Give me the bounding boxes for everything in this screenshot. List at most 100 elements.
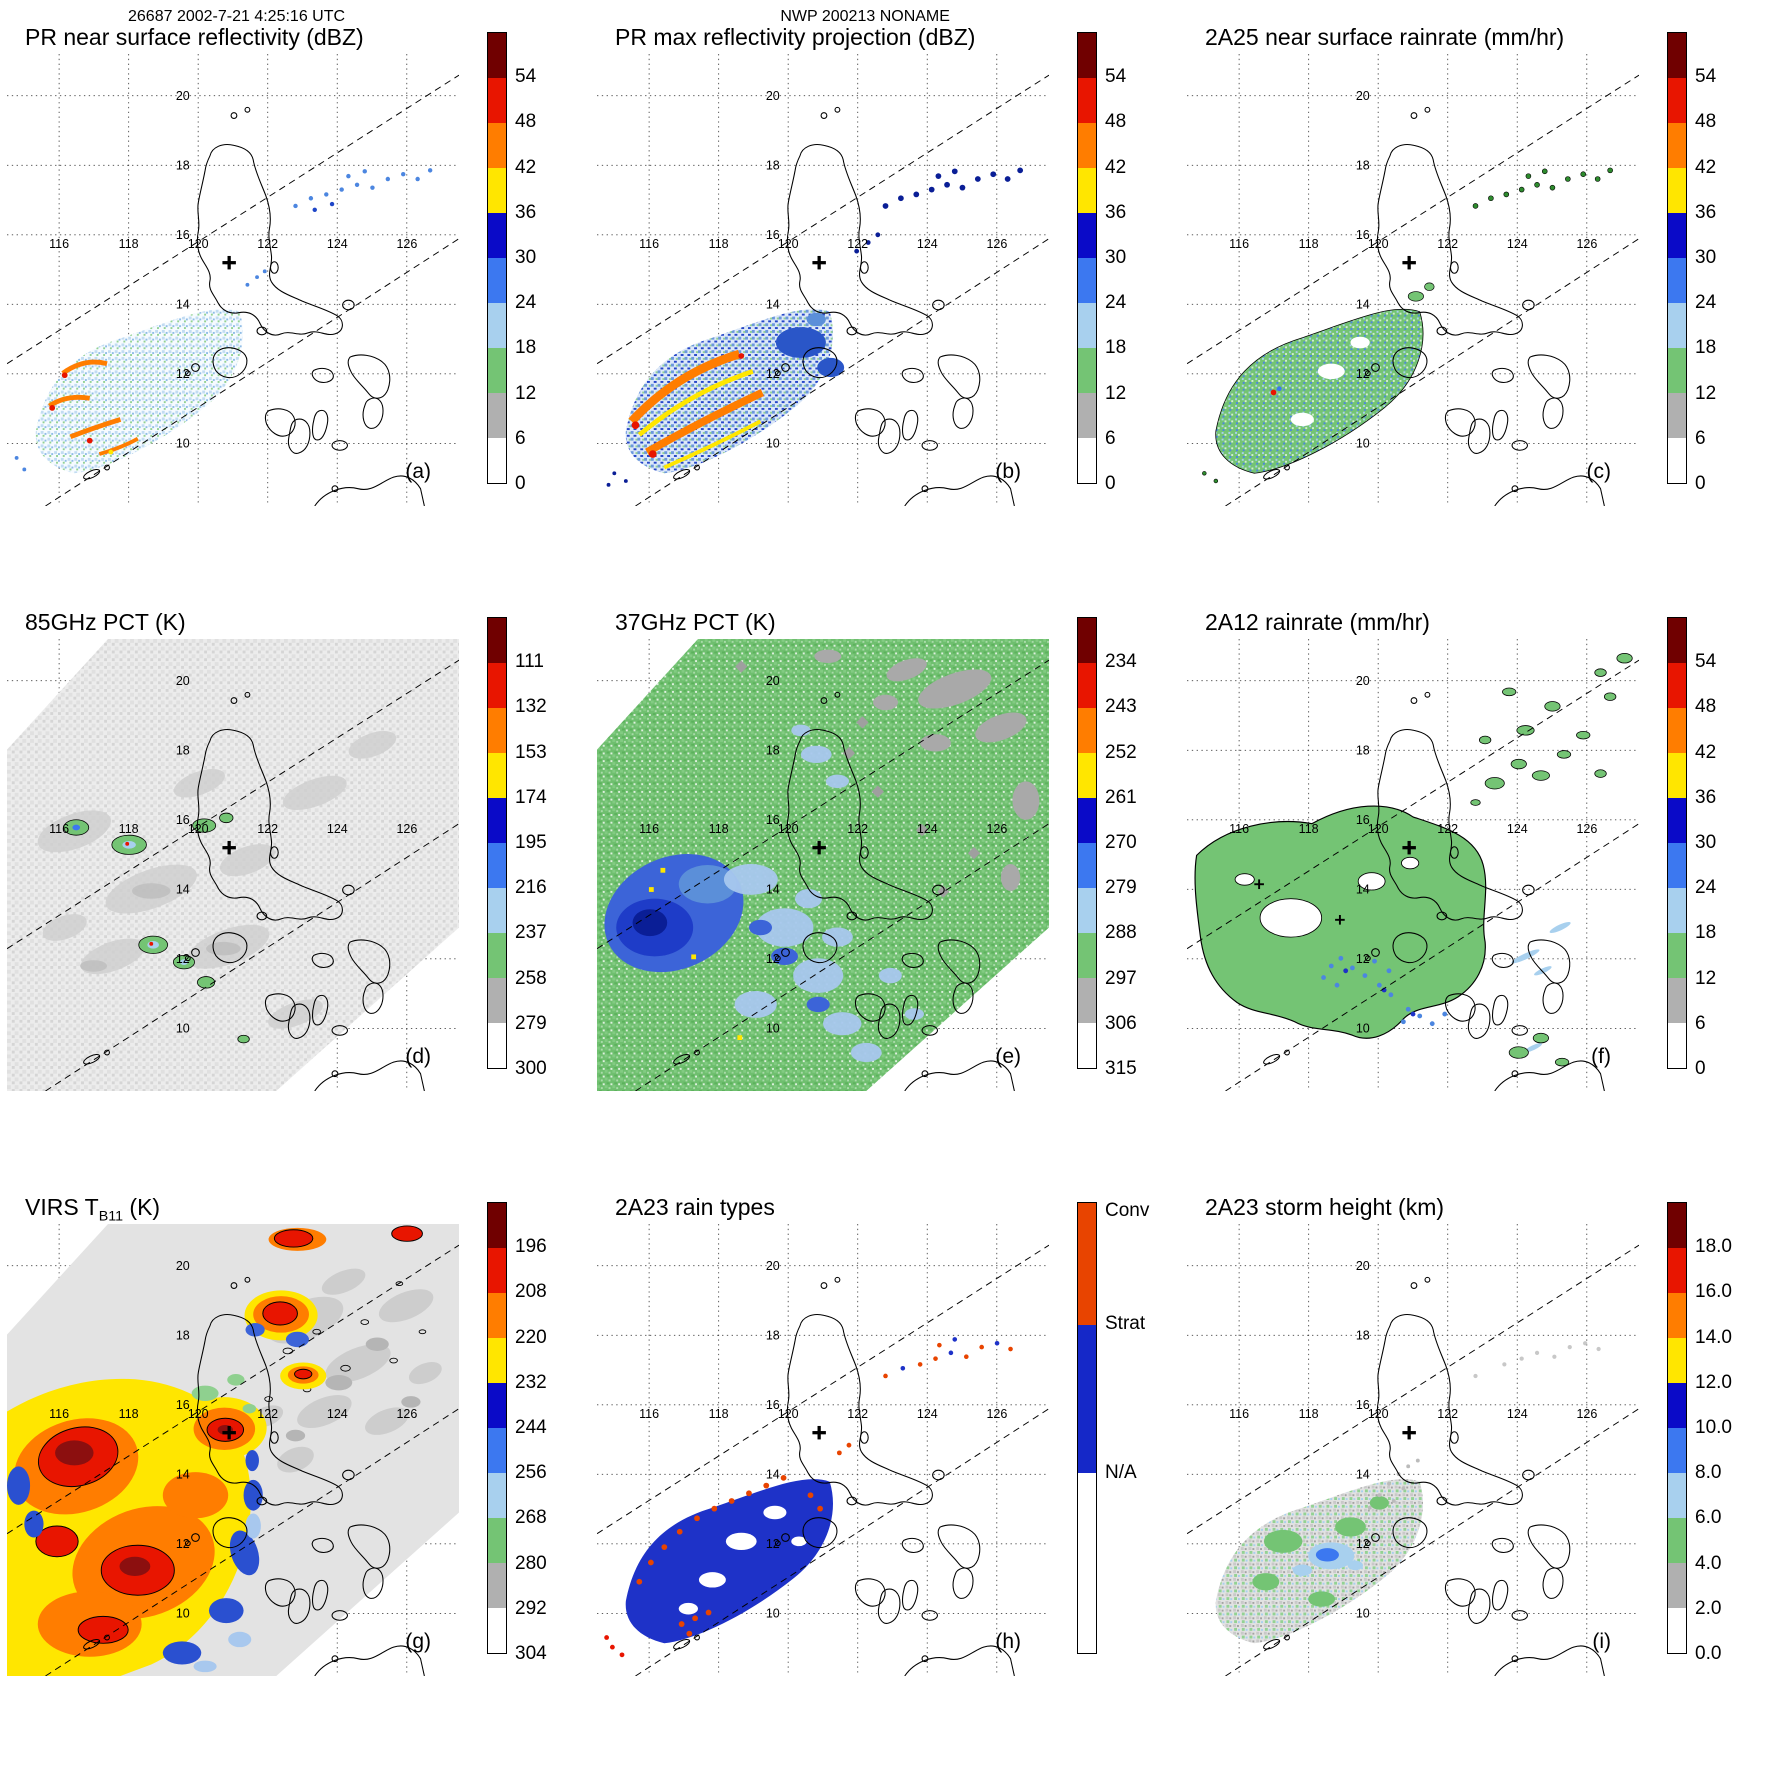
colorbar-band: [1078, 933, 1096, 978]
panel-letter: (h): [995, 1630, 1021, 1653]
data-layer: [1194, 653, 1633, 1067]
colorbar-band: [488, 168, 506, 213]
lat-tick-label: 16: [1356, 813, 1370, 827]
colorbar-band: [1668, 168, 1686, 213]
colorbar-band: [1668, 1338, 1686, 1383]
map-c: 116 118 120 122 124 126 20 18 16 14 12 10 (c): [1187, 54, 1639, 506]
colorbar-band: [488, 933, 506, 978]
panel-letter: (d): [405, 1045, 431, 1068]
lon-tick-label: 116: [49, 237, 69, 251]
title-text: 2A23 rain types: [615, 1194, 775, 1220]
lat-tick-label: 20: [1356, 89, 1370, 103]
colorbar-band: [488, 1473, 506, 1518]
lat-tick-label: 16: [176, 813, 190, 827]
colorbar-band: [488, 1428, 506, 1473]
lat-tick-label: 18: [176, 1329, 190, 1343]
lat-tick-label: 14: [176, 298, 190, 312]
lat-tick-label: 20: [766, 674, 780, 688]
colorbar-tick-label: 42: [515, 156, 537, 178]
colorbar-band: [488, 708, 506, 753]
colorbar-tick-label: 36: [1695, 786, 1717, 808]
colorbar-band: [488, 888, 506, 933]
colorbar-tick-label: 24: [1105, 292, 1127, 314]
panel-title: PR near surface reflectivity (dBZ): [25, 24, 364, 55]
lat-tick-label: 20: [176, 89, 190, 103]
colorbar-band: [488, 1563, 506, 1608]
panel-d: 85GHz PCT (K): [1, 603, 591, 1188]
map-a: 116 118 120 122 124 126 20 18 16 14 12 10 (a): [7, 54, 459, 506]
colorbar-tick-label: 6: [515, 427, 526, 449]
lon-tick-label: 118: [1299, 237, 1319, 251]
orbit-datetime-label: 26687 2002-7-21 4:25:16 UTC: [128, 8, 346, 25]
lon-tick-label: 122: [1437, 822, 1458, 836]
lon-tick-label: 118: [709, 237, 729, 251]
colorbar-tick-label: 24: [515, 292, 537, 314]
panel-letter: (c): [1586, 460, 1612, 483]
lat-tick-label: 10: [176, 1022, 190, 1036]
lat-tick-label: 18: [176, 159, 190, 173]
panel-c: 2A25 near surface rainrate (mm/hr): [1181, 18, 1771, 603]
lat-tick-label: 18: [1356, 159, 1370, 173]
panel-title: 2A12 rainrate (mm/hr): [1205, 609, 1430, 640]
colorbar-tick-label: 48: [1695, 111, 1717, 133]
lat-tick-label: 10: [1356, 437, 1370, 451]
colorbar-f: 54 48 42 36 30 24 18 12 6 0: [1667, 617, 1767, 1079]
colorbar-tick-label: 0: [515, 473, 526, 494]
colorbar-band: [1078, 1473, 1096, 1653]
map-svg: 116 118 120 122 124 126 20 18 16 14 12 10: [597, 639, 1049, 1091]
colorbar-tick-label: 30: [515, 247, 537, 268]
data-layer: [7, 1224, 459, 1676]
colorbar-band: [488, 78, 506, 123]
colorbar-tick-label: 18: [515, 337, 537, 359]
colorbar-bands: [1077, 617, 1097, 1069]
colorbar-tick-label: 42: [1105, 156, 1127, 178]
colorbar-tick-label: 54: [1695, 66, 1717, 88]
lon-tick-label: 126: [396, 237, 417, 251]
colorbar-band: [1668, 348, 1686, 393]
panel-letter: (g): [405, 1630, 431, 1653]
colorbar-tick-label: 24: [1695, 292, 1717, 314]
colorbar-tick-label: 153: [515, 741, 547, 763]
colorbar-band: [1668, 843, 1686, 888]
data-layer: [597, 639, 1049, 1091]
lon-tick-label: 124: [1507, 237, 1528, 251]
lon-tick-label: 126: [1576, 1407, 1597, 1421]
colorbar-tick-label: 30: [1695, 247, 1717, 268]
colorbar-tick-label: 10.0: [1695, 1417, 1732, 1438]
panel-title: 85GHz PCT (K): [25, 609, 186, 640]
title-text: PR max reflectivity projection (dBZ): [615, 24, 976, 50]
colorbar-band: [1668, 663, 1686, 708]
lat-tick-label: 16: [766, 1398, 780, 1412]
colorbar-tick-label: 0: [1695, 473, 1706, 494]
colorbar-band: [488, 213, 506, 258]
lon-tick-label: 118: [1299, 1407, 1319, 1421]
colorbar-tick-label: 54: [515, 66, 537, 88]
colorbar-tick-label: 196: [515, 1236, 547, 1258]
colorbar-band: [1668, 708, 1686, 753]
colorbar-band: [1078, 303, 1096, 348]
colorbar-g: 196 208 220 232 244 256 268 280 292 304: [487, 1202, 587, 1664]
colorbar-e: 234 243 252 261 270 279 288 297 306 315: [1077, 617, 1177, 1079]
colorbar-band: [488, 33, 506, 78]
panel-letter: (f): [1591, 1045, 1611, 1068]
colorbar-band: [1078, 168, 1096, 213]
colorbar-band: [1668, 258, 1686, 303]
colorbar-band: [1078, 618, 1096, 663]
colorbar-tick-label: 6: [1695, 1012, 1706, 1034]
colorbar-tick-label: 252: [1105, 741, 1137, 763]
colorbar-band: [488, 258, 506, 303]
colorbar-tick-label: 232: [515, 1371, 547, 1393]
lat-tick-label: 16: [766, 228, 780, 242]
lat-tick-label: 14: [766, 883, 780, 897]
lat-tick-label: 18: [766, 1329, 780, 1343]
map-svg: 116 118 120 122 124 126 20 18 16 14 12 10: [7, 639, 459, 1091]
colorbar-tick-label: 4.0: [1695, 1552, 1722, 1574]
title-text: 2A25 near surface rainrate (mm/hr): [1205, 24, 1565, 50]
lat-tick-label: 12: [1356, 367, 1370, 381]
colorbar-tick-label: 18: [1105, 337, 1127, 359]
panel-g: VIRS TB11 (K): [1, 1188, 591, 1771]
colorbar-tick-label: 256: [515, 1462, 547, 1484]
colorbar-band: [1668, 798, 1686, 843]
lon-tick-label: 118: [709, 1407, 729, 1421]
colorbar-band: [1668, 1248, 1686, 1293]
